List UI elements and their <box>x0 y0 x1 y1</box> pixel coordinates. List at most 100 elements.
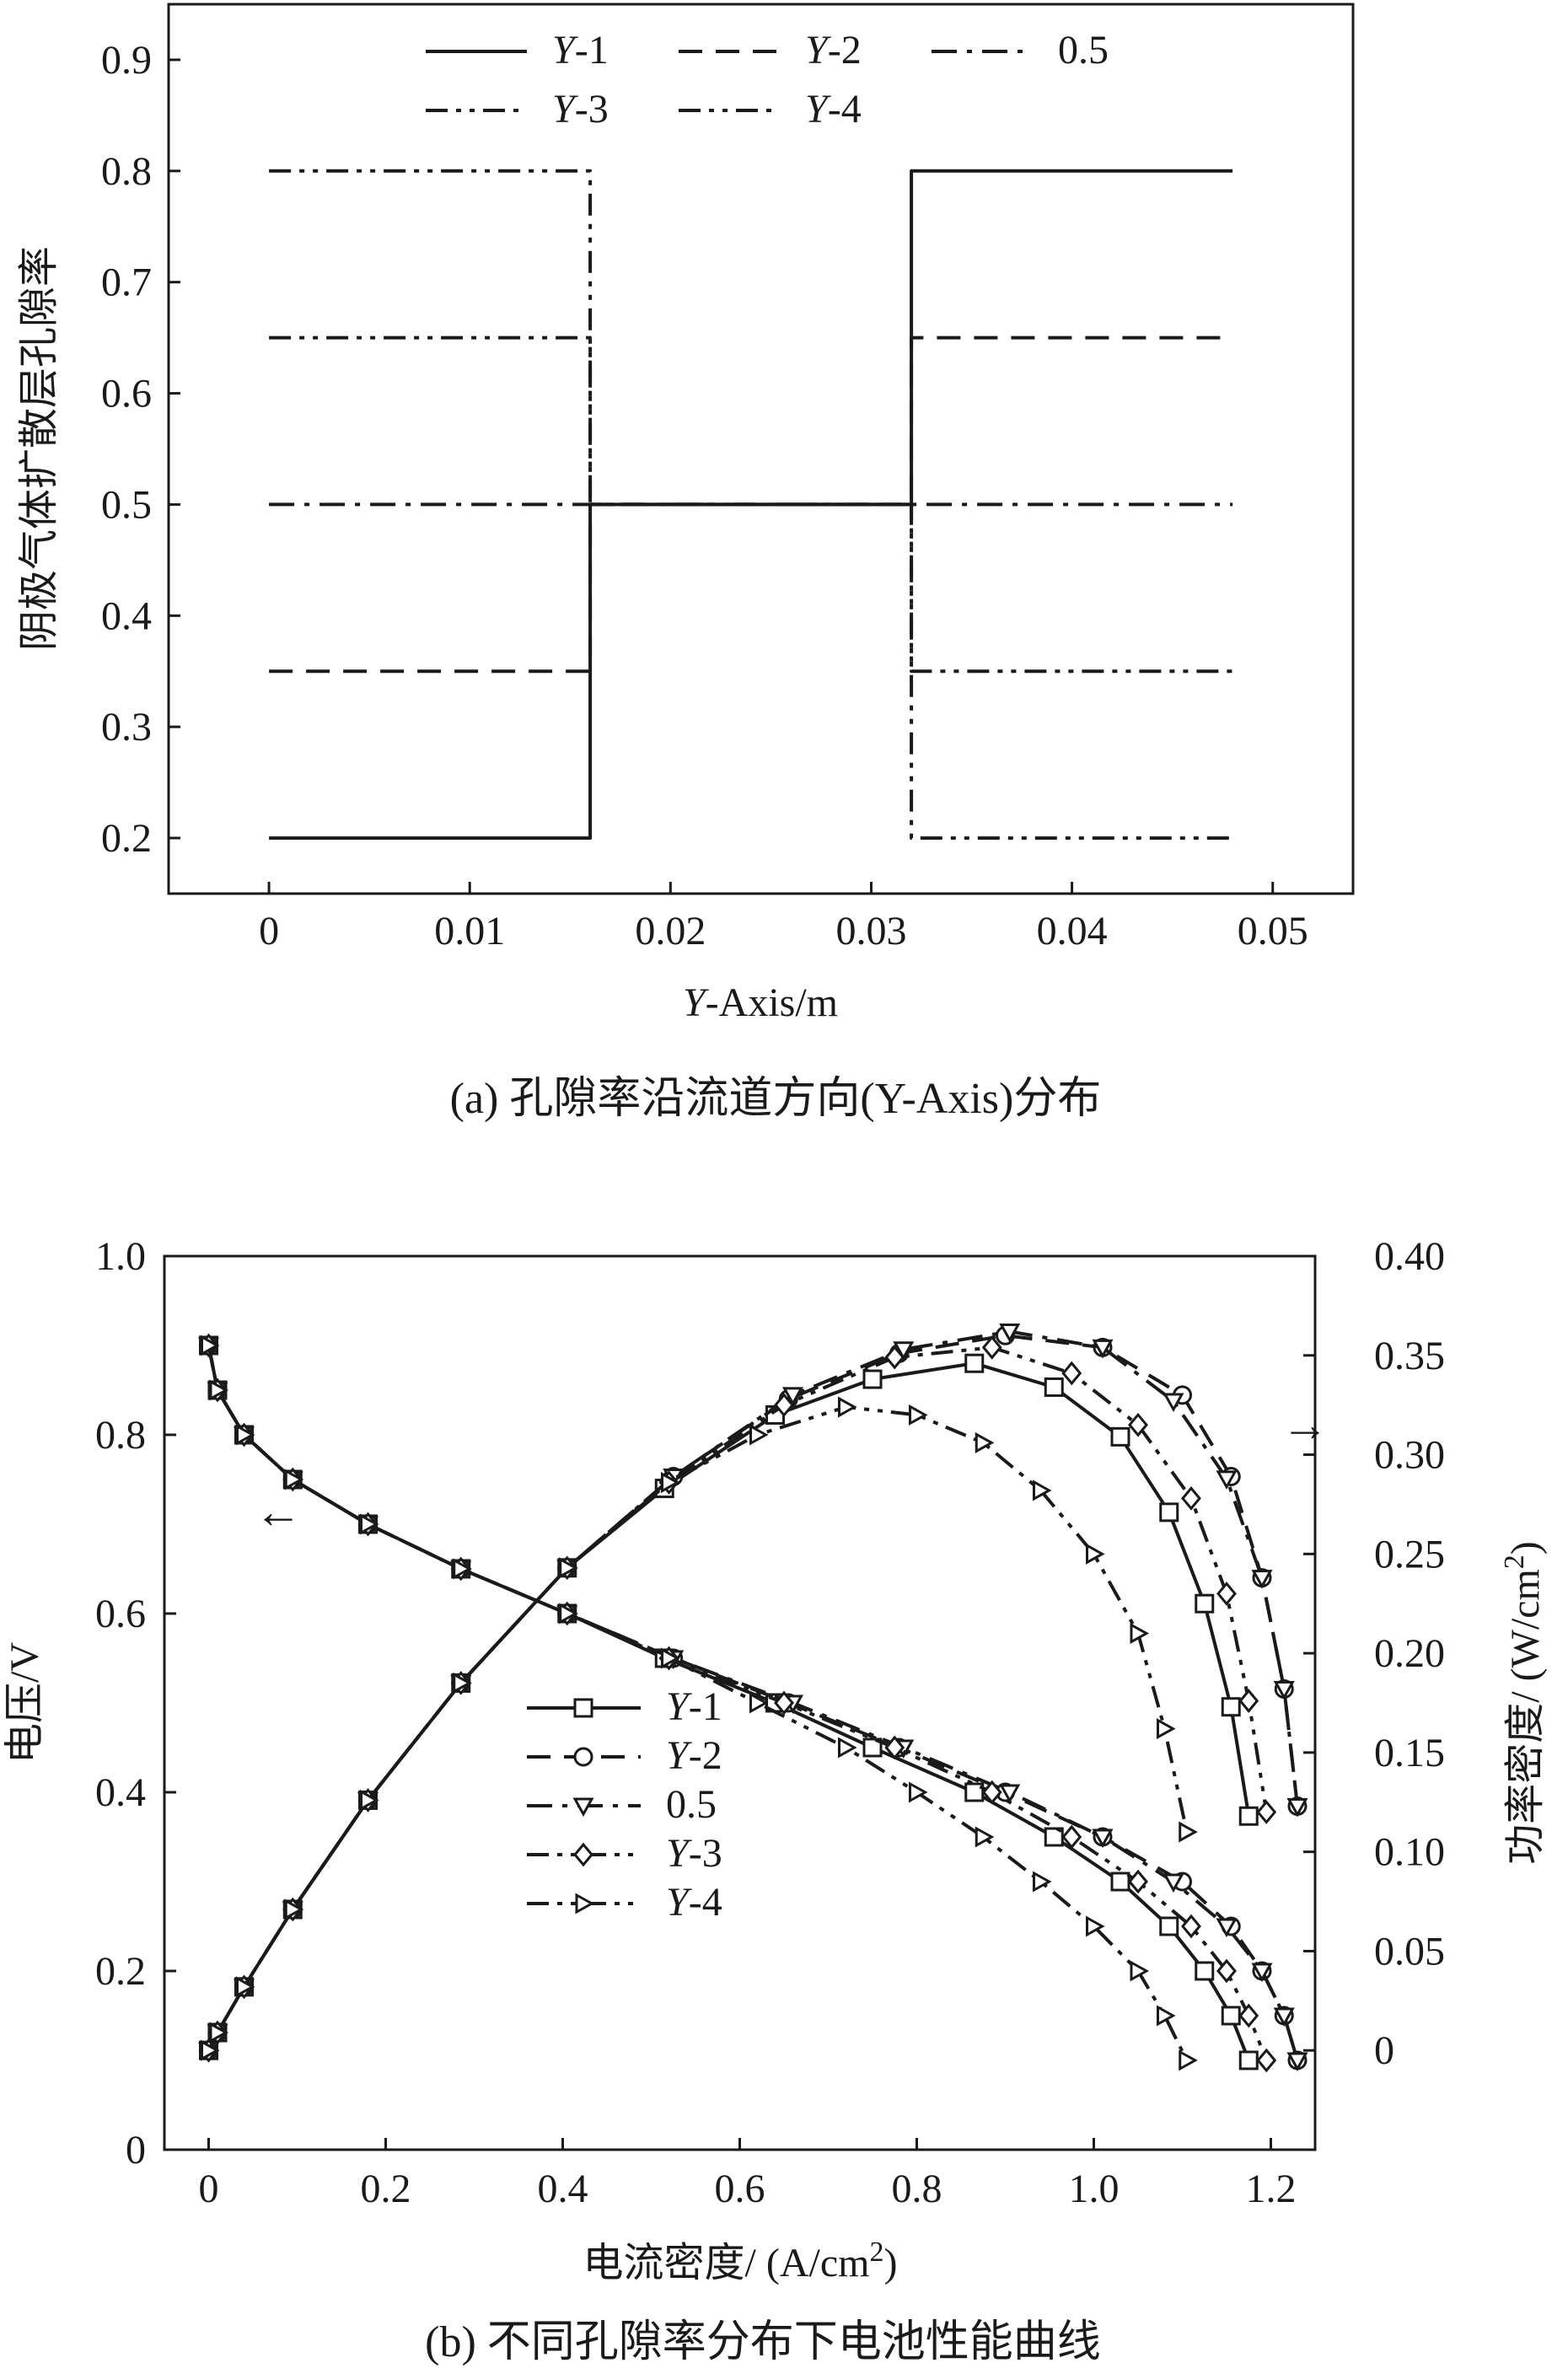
panel-b-y-1-power-point <box>1044 1377 1064 1397</box>
panel-b-y-1-voltage-point <box>1221 2006 1241 2026</box>
panel-b-y-4-power-point <box>209 2022 229 2043</box>
panel-b-y-1-voltage-point <box>1238 2050 1259 2070</box>
panel-b-y-4-power-point <box>236 1976 255 1998</box>
panel-b-annotation-arrow-right: → <box>1281 1399 1329 1452</box>
panel-b-right-y-axis-label: 功率密度/ (W/cm2) <box>1499 1541 1549 1865</box>
panel-b-y-4-voltage-point <box>236 1424 255 1446</box>
panel-a-y-tick-label: 0.3 <box>101 705 152 749</box>
panel-b-0-5-voltage-point <box>1273 2007 1295 2027</box>
panel-b-y-4-power-point <box>1130 1623 1150 1645</box>
panel-a-legend-y-2-label: Y-2 <box>805 28 862 72</box>
panel-a-axis-ticks: 0 0.01 0.02 0.03 0.04 0.05 0.2 0.3 0.4 0.5 0.6 0.7 0… <box>101 38 1308 953</box>
panel-b-y-4-voltage-point <box>360 1513 379 1535</box>
panel-b-y-4-power-point <box>559 1557 578 1579</box>
panel-b-y-3-power-point <box>774 1393 794 1418</box>
panel-b-legend-y-1-marker <box>573 1698 593 1718</box>
panel-b-annotation-arrow-left: ← <box>255 1486 302 1539</box>
panel-b-right-y-tick-label: 0.35 <box>1374 1334 1445 1378</box>
panel-a-y-tick-label: 0.4 <box>101 593 152 638</box>
panel-b-left-y-tick-label: 0 <box>126 2128 146 2172</box>
panel-b-x-axis-label: 电流密度/ (A/cm2) <box>583 2237 898 2286</box>
panel-a-legend: Y-1 Y-2 0.5 Y-3 Y-4 <box>426 28 1109 132</box>
panel-b-performance-curves: 0 0.2 0.4 0.6 0.8 1.0 1.2 0 0.2 0.4 0.6 0.8 1.0 0 0.05… <box>3 1234 1548 2366</box>
panel-b-y-4-voltage-point <box>209 1379 229 1401</box>
panel-b-y-4-power-point <box>453 1672 472 1694</box>
panel-b-0-5-power-point <box>1286 1797 1308 1818</box>
panel-a-caption: (a) 孔隙率沿流道方向(Y-Axis)分布 <box>450 1075 1102 1123</box>
panel-b-y-1-power-line <box>207 1361 1251 2052</box>
panel-b-y-4-voltage-point <box>1033 1871 1052 1893</box>
panel-b-left-y-tick-label: 0.8 <box>95 1413 146 1458</box>
panel-b-0-5-power-line <box>207 1329 1299 2052</box>
panel-a-y-tick-label: 0.9 <box>101 38 152 83</box>
panel-a-x-tick-label: 0.05 <box>1238 909 1308 953</box>
panel-b-y-4-voltage-point <box>909 1781 928 1803</box>
panel-b-y-1-power-point <box>1238 1806 1259 1826</box>
panel-b-y-4-power-point <box>1033 1479 1052 1501</box>
panel-b-legend-y-4-marker <box>575 1893 595 1914</box>
panel-a-x-axis-label: Y-Axis/m <box>683 980 838 1025</box>
panel-b-x-tick-label: 1.0 <box>1069 2167 1120 2211</box>
panel-b-0-5-voltage-point <box>1216 1918 1238 1938</box>
panel-b-y-3-voltage-point <box>1061 1824 1082 1850</box>
panel-b-y-4-voltage-point <box>284 1469 304 1490</box>
panel-b-x-tick-label: 0.8 <box>892 2167 942 2211</box>
panel-b-series <box>197 1324 1308 2073</box>
panel-b-y-1-voltage-line <box>207 1345 1251 2061</box>
panel-b-y-3-voltage-point <box>1256 2048 1277 2073</box>
panel-b-y-4-power-point <box>360 1789 379 1811</box>
panel-b-0-5-power-point <box>1273 1681 1295 1700</box>
panel-b-series-y-1 <box>199 1335 1259 2070</box>
panel-b-y-4-power-point <box>909 1404 928 1426</box>
panel-b-legend-y-3-label: Y-3 <box>666 1831 722 1876</box>
panel-b-axis-ticks: 0 0.2 0.4 0.6 0.8 1.0 1.2 0 0.2 0.4 0.6 0.8 1.0 0 0.05… <box>95 1234 1445 2211</box>
panel-a-y-axis-label: 阴极气体扩散层孔隙率 <box>17 246 62 651</box>
panel-b-y-4-voltage-point <box>201 1334 220 1356</box>
panel-b-y-4-voltage-point <box>749 1692 769 1714</box>
panel-b-y-1-voltage-point <box>1159 1916 1179 1936</box>
panel-b-y-1-power-point <box>862 1369 883 1389</box>
panel-b-y-4-voltage-point <box>559 1603 578 1624</box>
panel-b-0-5-voltage-point <box>1286 2052 1308 2072</box>
panel-b-legend-y-2-label: Y-2 <box>666 1733 722 1778</box>
panel-b-0-5-power-point <box>1163 1393 1184 1413</box>
panel-b-right-y-tick-label: 0 <box>1374 2028 1394 2073</box>
panel-b-0-5-voltage-point <box>1163 1873 1184 1893</box>
panel-b-x-tick-label: 0.2 <box>361 2167 411 2211</box>
panel-a-y-tick-label: 0.8 <box>101 149 152 194</box>
panel-a-x-tick-label: 0.01 <box>434 909 505 953</box>
panel-b-y-3-voltage-point <box>1181 1914 1201 1939</box>
panel-b-legend-y-2-marker <box>573 1747 593 1767</box>
panel-b-left-y-axis-label: 电压/V <box>3 1642 47 1764</box>
panel-b-right-y-tick-label: 0.25 <box>1374 1532 1445 1576</box>
panel-b-right-y-tick-label: 0.40 <box>1374 1234 1445 1279</box>
panel-b-x-tick-label: 1.2 <box>1246 2167 1297 2211</box>
panel-b-y-4-voltage-point <box>1157 2005 1176 2027</box>
panel-b-y-1-voltage-point <box>862 1737 883 1758</box>
panel-b-y-4-power-point <box>1179 1821 1198 1843</box>
panel-b-y-4-power-point <box>1086 1543 1105 1565</box>
panel-b-y-4-power-point <box>284 1898 304 1920</box>
panel-b-0-5-voltage-point <box>1251 1963 1273 1983</box>
panel-b-y-3-voltage-point <box>884 1735 905 1760</box>
panel-b-y-4-voltage-point <box>1179 2049 1198 2071</box>
panel-b-legend-0-5-marker <box>572 1797 594 1818</box>
panel-b-legend-0-5-label: 0.5 <box>666 1782 717 1827</box>
panel-b-y-1-power-point <box>1110 1426 1130 1447</box>
panel-b-plot-frame <box>163 1254 1317 2151</box>
panel-b-y-3-voltage-point <box>774 1690 794 1716</box>
panel-a-y-tick-label: 0.6 <box>101 372 152 416</box>
panel-b-y-1-voltage-point <box>1110 1872 1130 1892</box>
panel-b-right-y-tick-label: 0.05 <box>1374 1929 1445 1974</box>
panel-b-legend-y-1-label: Y-1 <box>666 1684 722 1729</box>
panel-b-left-y-tick-label: 0.4 <box>95 1770 146 1815</box>
panel-b-y-4-voltage-point <box>1130 1960 1150 1982</box>
panel-b-left-y-tick-label: 1.0 <box>95 1234 146 1279</box>
panel-b-0-5-power-point <box>893 1341 915 1361</box>
panel-b-y-4-voltage-point <box>838 1737 857 1759</box>
panel-a-x-tick-label: 0.04 <box>1037 909 1108 953</box>
panel-b-y-3-power-point <box>981 1335 1002 1360</box>
panel-b-y-4-power-point <box>975 1431 995 1453</box>
panel-b-y-4-voltage-point <box>453 1558 472 1580</box>
